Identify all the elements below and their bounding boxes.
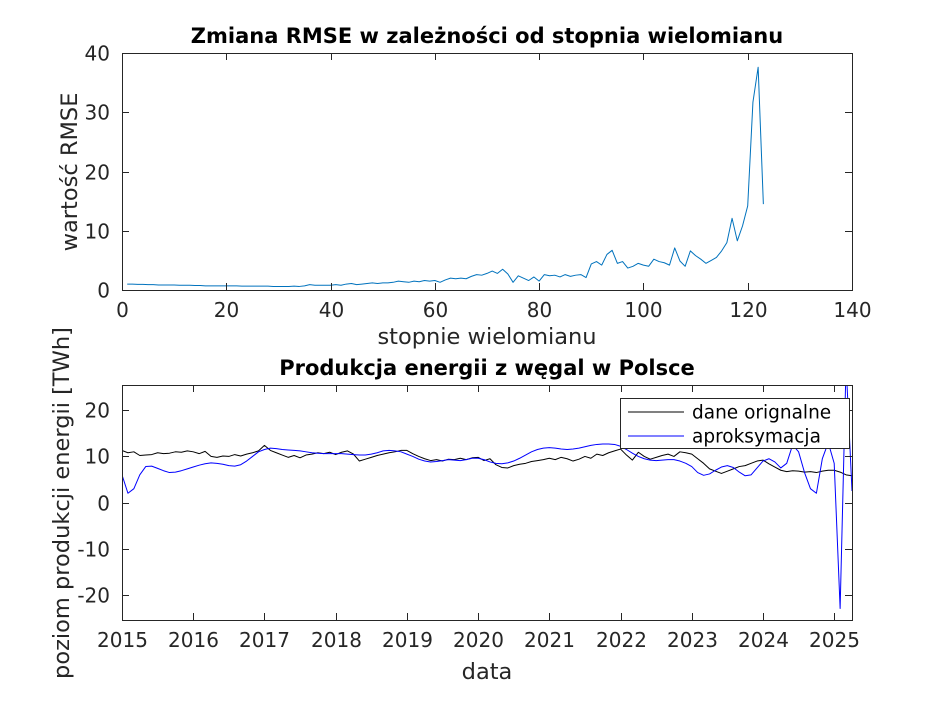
legend-box <box>620 398 850 449</box>
x-tick-label: 40 <box>319 298 344 322</box>
series-line-1 <box>127 66 764 287</box>
y-tick-label: -10 <box>77 538 110 562</box>
x-tick-label: 2024 <box>738 628 789 652</box>
plot-area <box>122 53 852 290</box>
x-axis-label: data <box>462 659 513 685</box>
y-axis-label: poziom produkcji energii [TWh] <box>49 327 75 679</box>
y-tick-label: 0 <box>97 492 110 516</box>
x-tick-label: 2022 <box>596 628 647 652</box>
y-tick-label: 0 <box>97 279 110 303</box>
y-tick-label: 20 <box>85 161 110 185</box>
x-tick-label: 60 <box>423 298 448 322</box>
y-tick-label: 30 <box>85 101 110 125</box>
x-tick-label: 120 <box>729 298 767 322</box>
legend: dane orignalne aproksymacja <box>620 398 850 449</box>
x-tick-label: 2015 <box>97 628 148 652</box>
series-group <box>127 66 764 287</box>
x-tick-label: 2025 <box>809 628 860 652</box>
x-tick-label: 2021 <box>524 628 575 652</box>
series-line-2 <box>122 385 852 609</box>
legend-label-original: dane orignalne <box>692 403 831 424</box>
x-tick-label: 2023 <box>667 628 718 652</box>
x-tick-label: 100 <box>624 298 662 322</box>
legend-label-approximation: aproksymacja <box>692 427 821 448</box>
x-tick-label: 80 <box>527 298 552 322</box>
rmse-chart: Zmiana RMSE w zależności od stopnia wiel… <box>57 24 872 350</box>
x-tick-label: 2018 <box>311 628 362 652</box>
series-line-1 <box>122 444 852 477</box>
y-axis-label: wartość RMSE <box>57 93 83 252</box>
y-tick-label: 40 <box>85 42 110 66</box>
y-tick-label: -20 <box>77 584 110 608</box>
chart-title: Zmiana RMSE w zależności od stopnia wiel… <box>191 24 783 48</box>
chart-title: Produkcja energii z węgal w Polsce <box>279 356 695 380</box>
y-tick-label: 10 <box>85 445 110 469</box>
x-tick-label: 2016 <box>168 628 219 652</box>
x-tick-label: 2020 <box>453 628 504 652</box>
series-group <box>122 385 852 609</box>
x-tick-label: 2017 <box>239 628 290 652</box>
y-tick-label: 10 <box>85 220 110 244</box>
x-axis-label: stopnie wielomianu <box>377 324 596 350</box>
y-tick-label: 20 <box>85 399 110 423</box>
x-tick-label: 0 <box>116 298 129 322</box>
x-tick-label: 2019 <box>382 628 433 652</box>
x-tick-label: 20 <box>214 298 239 322</box>
x-tick-label: 140 <box>833 298 871 322</box>
